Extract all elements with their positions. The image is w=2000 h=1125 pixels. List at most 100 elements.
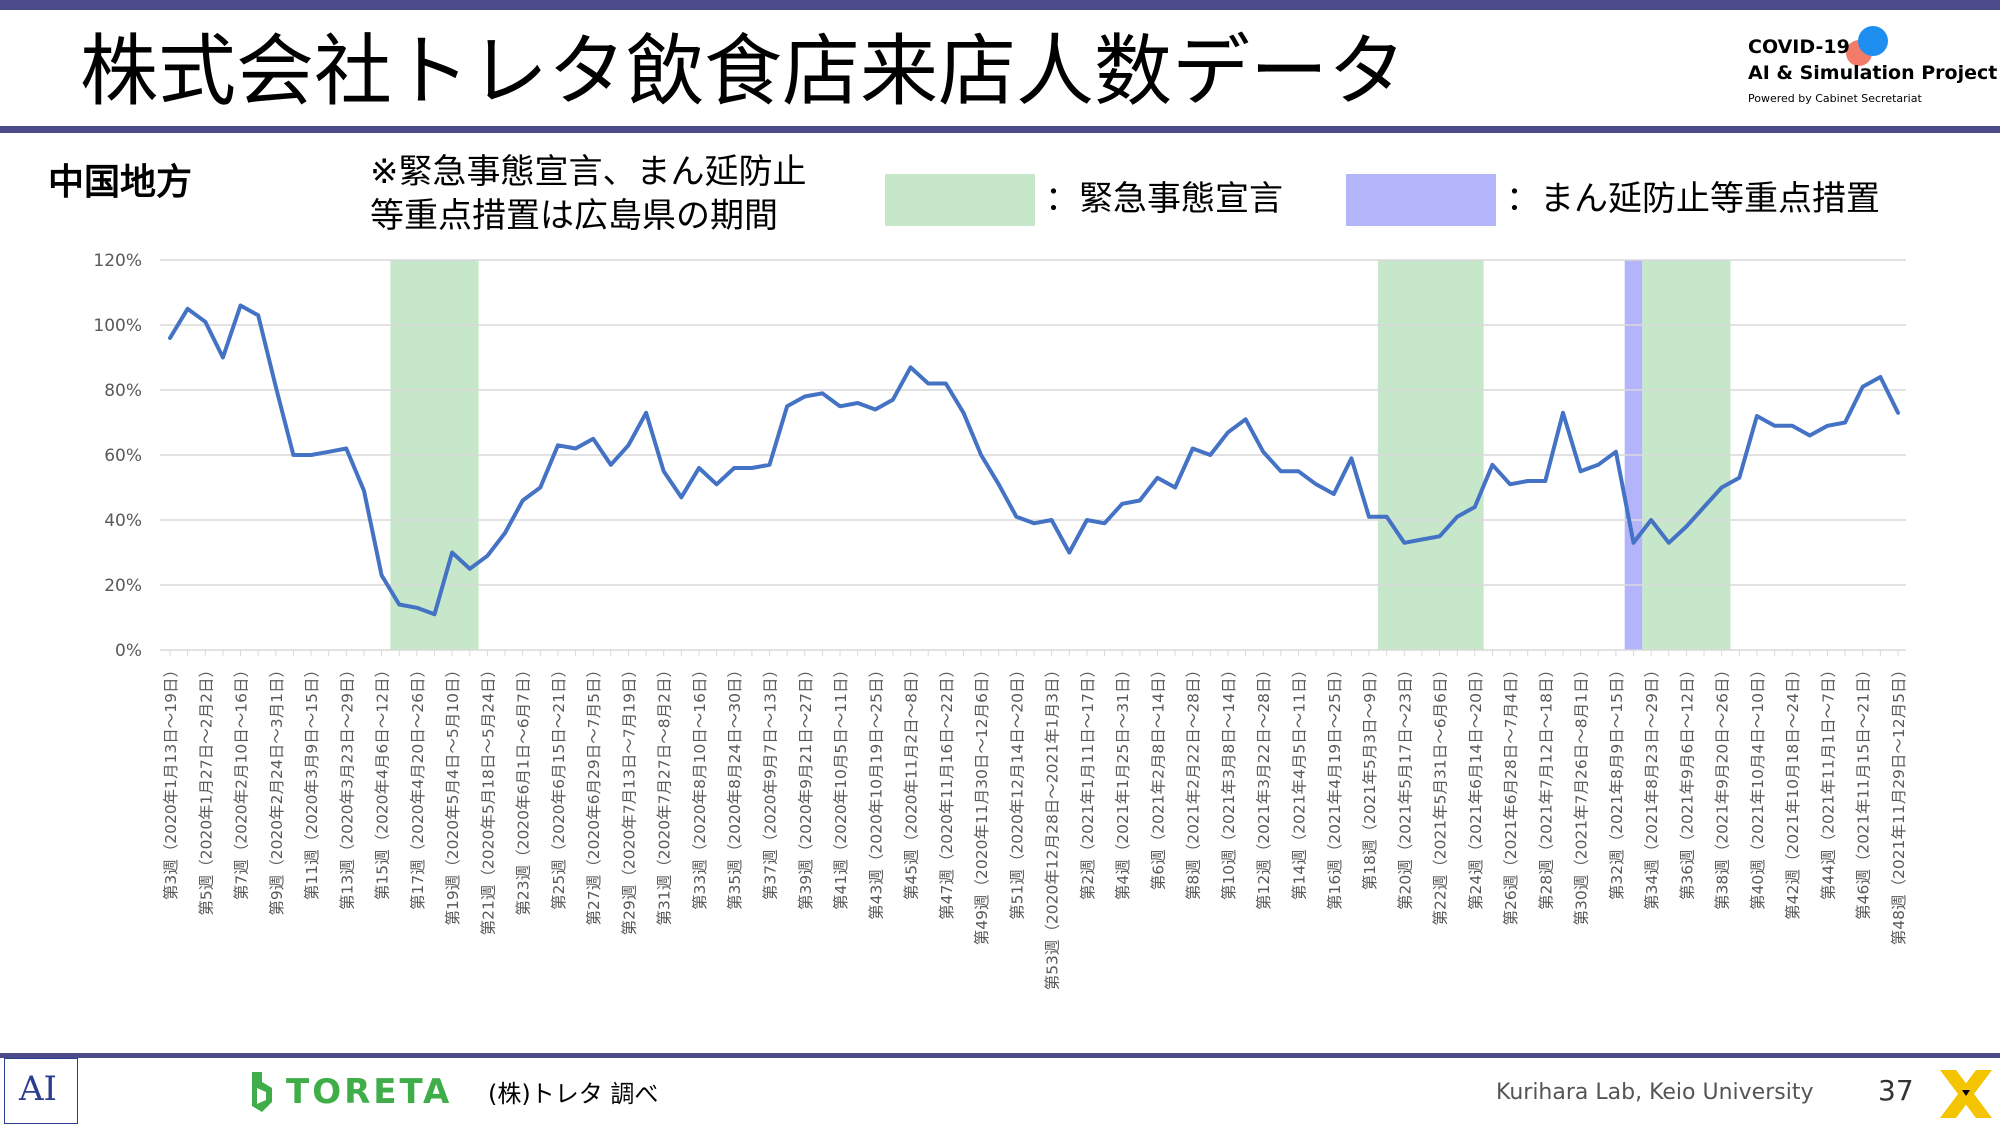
data-point: [503, 531, 507, 535]
page-title: 株式会社トレタ飲食店来店人数データ: [80, 27, 1407, 117]
footer-divider: [0, 1053, 2000, 1058]
period-note: ※緊急事態宣言、まん延防止 等重点措置は広島県の期間: [370, 150, 807, 238]
x-tick-label: 第10週（2021年3月8日～14日）: [1220, 662, 1238, 900]
data-point: [1102, 521, 1107, 525]
data-point: [1332, 492, 1336, 496]
x-tick-label: 第40週（2021年10月4日～10日）: [1749, 662, 1767, 910]
x-tick-label: 第12週（2021年3月22日～28日）: [1255, 662, 1273, 910]
lab-logo-icon: AI: [4, 1058, 78, 1124]
y-tick-label: 0%: [115, 641, 142, 661]
data-point: [1772, 424, 1777, 428]
data-point: [891, 398, 895, 402]
x-tick-label: 第44週（2021年11月1日～7日）: [1819, 662, 1837, 900]
x-tick-label: 第41週（2020年10月5日～11日）: [832, 662, 850, 910]
y-tick-label: 120%: [93, 251, 142, 271]
x-tick-label: 第3週（2020年1月13日～19日）: [162, 662, 180, 900]
data-point: [238, 303, 243, 308]
logo-blue-dot-icon: [1858, 26, 1888, 56]
data-point: [1720, 485, 1724, 490]
page-number: 37: [1878, 1074, 1914, 1107]
data-point: [397, 602, 401, 607]
visitor-line-chart: 0% 20% 40% 60% 80% 100% 120% 第3週（2020年1月13日～19日…: [93, 251, 1908, 990]
x-tick-label: 第17週（2020年4月20日～26日）: [409, 662, 427, 910]
data-point: [1226, 430, 1230, 434]
data-point: [1085, 518, 1089, 522]
data-point: [1737, 476, 1741, 480]
data-point: [591, 437, 595, 441]
data-point: [309, 453, 313, 457]
data-point: [168, 336, 172, 340]
data-point: [803, 394, 807, 399]
toreta-wordmark: TORETA: [286, 1072, 453, 1112]
data-point: [1050, 518, 1054, 522]
data-point: [1526, 479, 1530, 483]
x-logo-icon: [1940, 1070, 1992, 1118]
data-point: [644, 411, 648, 415]
data-point: [1667, 541, 1671, 545]
data-point: [1825, 424, 1830, 428]
x-tick-label: 第45週（2020年11月2日～8日）: [903, 662, 921, 900]
data-point: [1649, 518, 1653, 522]
data-point: [1420, 537, 1424, 542]
data-point: [362, 489, 366, 493]
x-tick-label: 第34週（2021年8月23日～29日）: [1643, 662, 1661, 910]
data-point: [908, 365, 913, 369]
x-tick-label: 第38週（2021年9月20日～26日）: [1714, 662, 1732, 910]
logo-line2: AI & Simulation Project: [1748, 62, 1998, 84]
data-point: [609, 463, 613, 467]
x-tick-label: 第7週（2020年2月10日～16日）: [233, 662, 251, 900]
x-tick-label: 第39週（2020年9月21日～27日）: [797, 662, 815, 910]
data-point: [1473, 505, 1477, 509]
data-point: [1878, 375, 1882, 379]
data-point: [1614, 450, 1618, 454]
data-point: [1790, 424, 1794, 428]
x-tick-label: 第13週（2020年3月23日～29日）: [338, 662, 356, 910]
data-point: [1543, 479, 1547, 483]
data-point: [1120, 502, 1124, 506]
x-tick-label: 第49週（2020年11月30日～12月6日）: [973, 662, 991, 945]
legend-swatch-emergency: [885, 174, 1035, 226]
y-tick-label: 60%: [104, 446, 142, 466]
x-tick-label: 第37週（2020年9月7日～13日）: [762, 662, 780, 900]
data-point: [327, 450, 331, 454]
data-point: [450, 550, 454, 555]
data-point: [256, 313, 260, 317]
data-point: [521, 498, 525, 503]
data-point: [203, 320, 207, 324]
x-tick-label: 第35週（2020年8月24日～30日）: [726, 662, 744, 910]
x-tick-label: 第9週（2020年2月24日～3月1日）: [268, 662, 286, 916]
region-label: 中国地方: [48, 162, 193, 203]
data-point: [1490, 463, 1495, 467]
data-point: [1138, 498, 1142, 503]
data-point: [732, 466, 736, 470]
data-point: [1191, 446, 1195, 451]
data-point: [485, 554, 489, 558]
x-tick-label: 第53週（2020年12月28日～2021年1月3日）: [1044, 662, 1062, 990]
y-tick-label: 100%: [93, 316, 142, 336]
legend-swatch-priority-measures: [1346, 174, 1496, 226]
data-point: [468, 567, 472, 571]
x-tick-label: 第11週（2020年3月9日～15日）: [303, 662, 321, 900]
data-point: [838, 404, 842, 408]
data-point: [1631, 541, 1636, 545]
y-tick-label: 80%: [104, 381, 142, 401]
toreta-mark-icon: [252, 1072, 272, 1112]
data-point: [1808, 433, 1812, 438]
data-point: [1561, 411, 1565, 415]
data-point: [961, 411, 966, 415]
data-point: [856, 401, 860, 405]
y-tick-label: 40%: [104, 511, 142, 531]
data-point: [1843, 420, 1847, 425]
legend-label-emergency: ：緊急事態宣言: [1045, 179, 1283, 219]
data-point: [379, 573, 384, 577]
data-point: [1437, 534, 1442, 538]
x-tick-label: 第32週（2021年8月9日～15日）: [1608, 662, 1626, 900]
period-note-line1: ※緊急事態宣言、まん延防止: [370, 152, 807, 192]
x-tick-label: 第51週（2020年12月14日～20日）: [1008, 662, 1026, 920]
data-point: [1296, 469, 1301, 473]
data-point: [750, 466, 754, 470]
x-tick-label: 第21週（2020年5月18日～5月24日）: [479, 662, 497, 935]
data-point: [1755, 414, 1759, 418]
data-point: [538, 485, 542, 490]
x-tick-label: 第18週（2021年5月3日～9日）: [1361, 662, 1379, 890]
